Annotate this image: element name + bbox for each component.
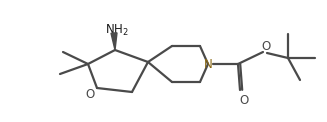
Polygon shape bbox=[111, 33, 117, 50]
Text: O: O bbox=[239, 93, 249, 107]
Text: NH$_2$: NH$_2$ bbox=[105, 22, 129, 38]
Text: O: O bbox=[85, 88, 95, 102]
Text: N: N bbox=[204, 57, 212, 71]
Text: O: O bbox=[261, 40, 271, 52]
